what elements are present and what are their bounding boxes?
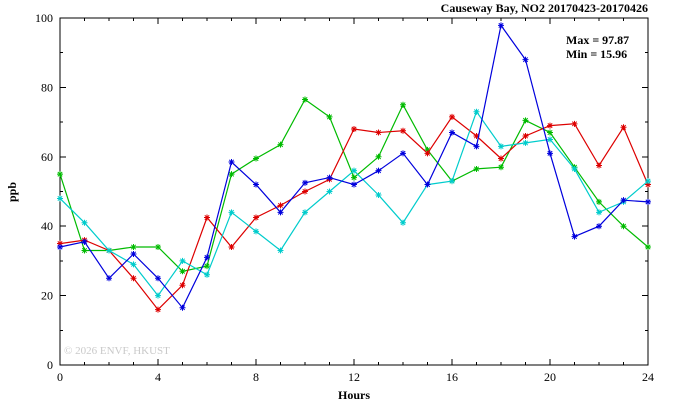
x-tick-label: 8 [253,370,259,384]
x-tick-label: 0 [57,370,63,384]
series-layer [57,22,651,313]
y-tick-label: 40 [41,219,53,233]
y-tick-label: 100 [35,11,53,25]
plot-border [59,17,649,366]
min-value-label: Min = 15.96 [566,47,627,61]
x-axis-label: Hours [338,388,370,402]
x-tick-label: 24 [642,370,654,384]
chart-title: Causeway Bay, NO2 20170423-20170426 [441,1,648,15]
y-axis-label: ppb [5,182,19,202]
blue-series-markers [57,22,651,311]
watermark-text: © 2026 ENVF, HKUST [64,345,170,357]
red-series-markers [57,113,651,313]
y-tick-label: 60 [41,150,53,164]
cyan-series-markers [57,108,651,299]
x-tick-label: 4 [155,370,161,384]
max-value-label: Max = 97.87 [566,33,629,47]
y-tick-label: 20 [41,289,53,303]
blue-series-line [59,23,649,309]
x-tick-label: 20 [544,370,556,384]
x-tick-label: 12 [348,370,360,384]
y-tick-label: 80 [41,80,53,94]
axes-layer: 0 4 8 12 16 20 24 0 20 40 60 80 100 [35,11,654,384]
x-tick-label: 16 [446,370,458,384]
y-tick-label: 0 [47,358,53,372]
